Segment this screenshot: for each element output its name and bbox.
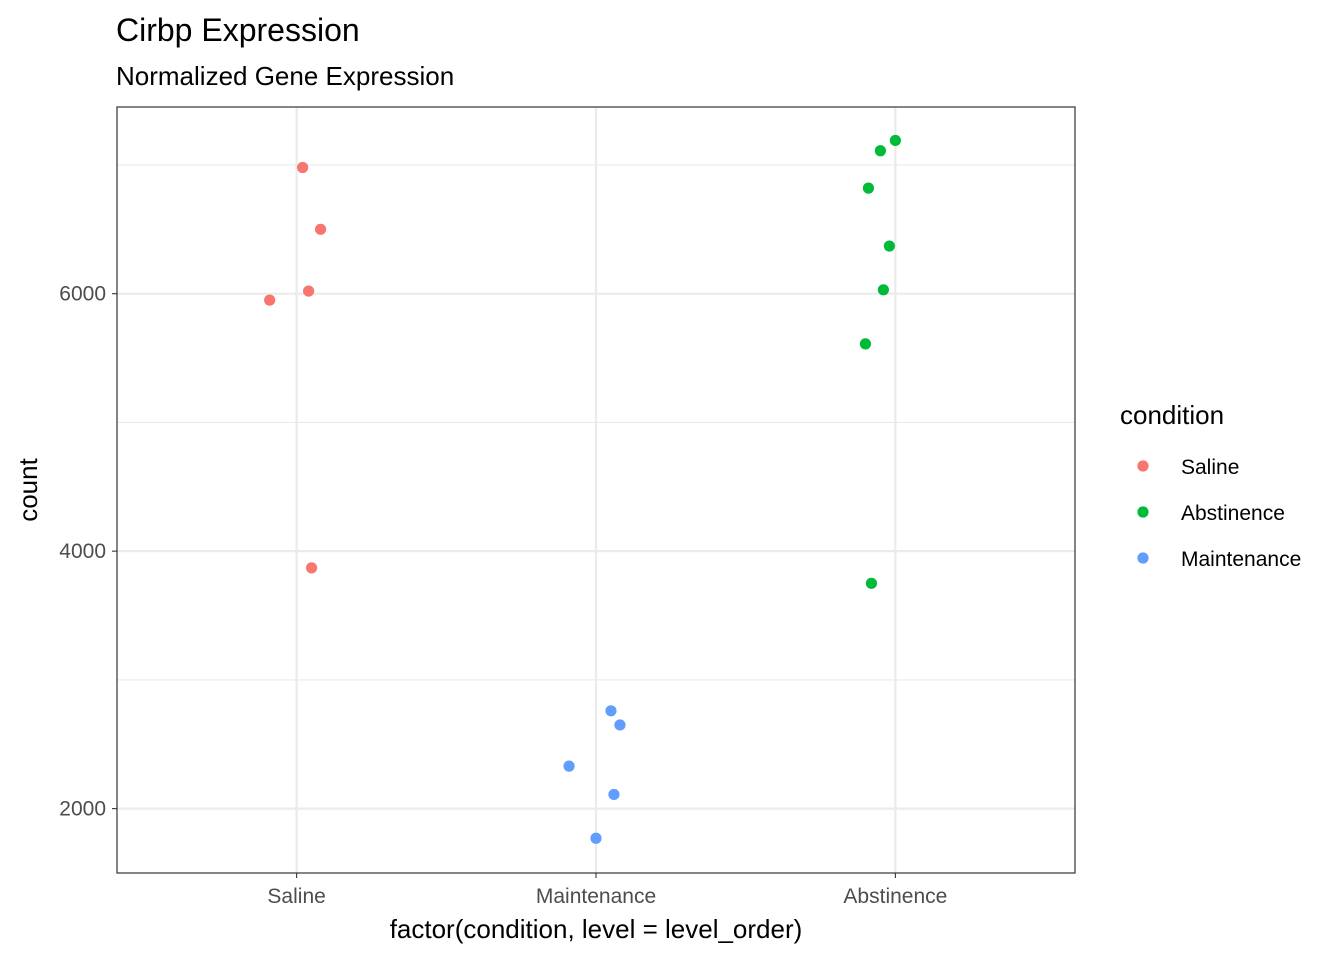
data-point-abstinence <box>883 240 895 252</box>
data-point-saline <box>305 562 318 574</box>
data-point-abstinence <box>889 134 901 147</box>
x-axis-title: factor(condition, level = level_order) <box>390 914 803 944</box>
legend-label: Abstinence <box>1181 502 1285 525</box>
chart-subtitle: Normalized Gene Expression <box>116 61 454 91</box>
data-point-abstinence <box>859 338 872 350</box>
legend-entries: Saline Abstinence Maintenance <box>1137 456 1301 571</box>
data-point-maintenance <box>608 788 620 801</box>
legend-label: Maintenance <box>1181 548 1301 571</box>
x-tick-label: Abstinence <box>843 885 947 908</box>
legend-title: condition <box>1120 400 1224 430</box>
y-axis: 2000 4000 6000 <box>59 283 117 821</box>
legend-entry-saline: Saline <box>1137 456 1239 479</box>
plot-panel <box>116 106 1076 874</box>
y-axis-title: count <box>13 457 43 521</box>
legend: condition Saline Abstinence Maintenance <box>1120 400 1301 571</box>
data-point-maintenance <box>605 705 617 717</box>
data-point-maintenance <box>563 760 575 772</box>
grid-major <box>117 107 1075 873</box>
data-point-saline <box>297 161 309 174</box>
legend-label: Saline <box>1181 456 1239 479</box>
y-tick-label: 2000 <box>59 798 106 821</box>
legend-key <box>1137 552 1149 564</box>
data-point-abstinence <box>865 577 878 589</box>
x-tick-label: Maintenance <box>536 885 656 908</box>
data-point-saline <box>264 294 276 306</box>
y-tick-label: 6000 <box>59 283 106 306</box>
legend-entry-maintenance: Maintenance <box>1137 548 1301 571</box>
data-point-saline <box>314 223 327 235</box>
legend-key <box>1137 506 1149 518</box>
data-point-abstinence <box>874 145 887 157</box>
x-tick-label: Saline <box>267 885 325 908</box>
legend-entry-abstinence: Abstinence <box>1137 502 1285 525</box>
data-point-maintenance <box>590 832 602 844</box>
data-points <box>264 134 901 844</box>
data-point-abstinence <box>877 284 890 296</box>
y-tick-label: 4000 <box>59 540 106 563</box>
data-point-saline <box>303 285 315 297</box>
data-point-maintenance <box>614 719 626 731</box>
legend-key <box>1137 460 1149 472</box>
x-axis: Saline Maintenance Abstinence <box>267 873 947 908</box>
chart-title: Cirbp Expression <box>116 12 360 48</box>
data-point-abstinence <box>862 182 875 194</box>
